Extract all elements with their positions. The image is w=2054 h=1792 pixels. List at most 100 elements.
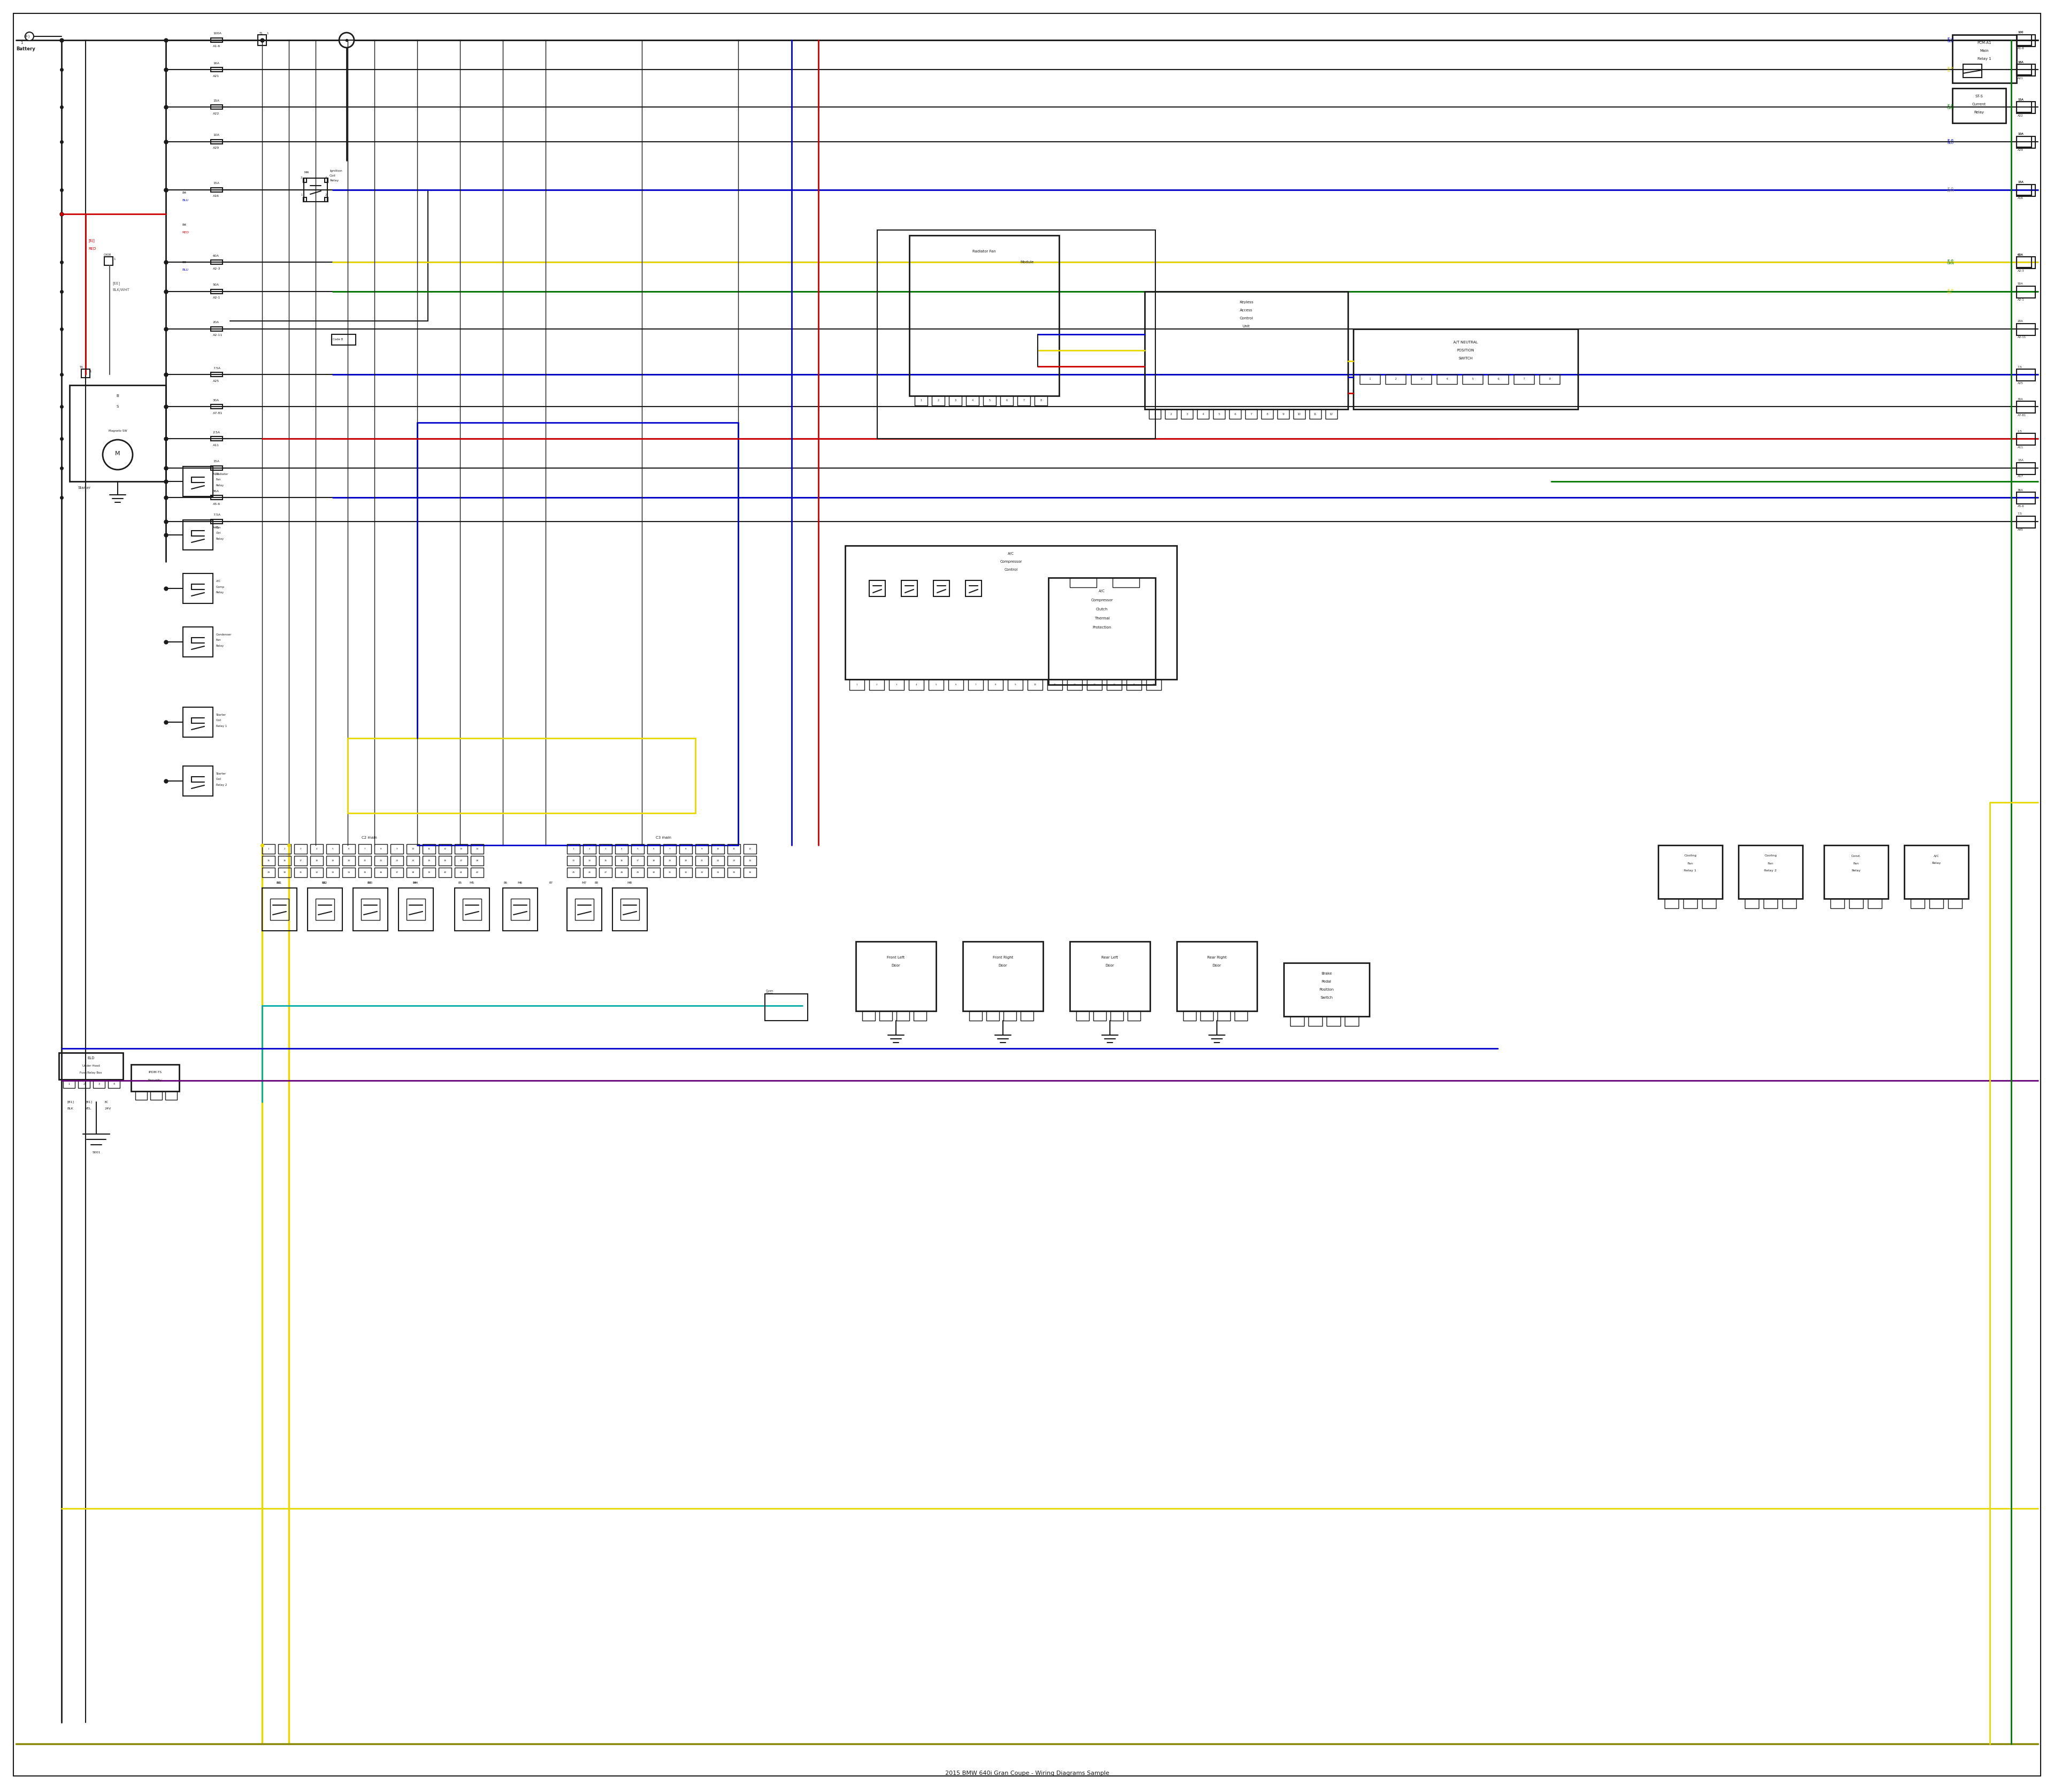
Bar <box>212 437 222 441</box>
Text: A1-6: A1-6 <box>2017 47 2025 50</box>
Text: Front Right: Front Right <box>992 955 1013 959</box>
Bar <box>1148 409 1161 419</box>
Bar <box>310 857 322 866</box>
Bar <box>1245 409 1257 419</box>
Text: 39: 39 <box>427 871 431 873</box>
Bar <box>727 844 739 853</box>
Text: Ctrl: Ctrl <box>216 532 222 534</box>
Bar <box>374 844 388 853</box>
Text: A2-3: A2-3 <box>2017 269 2025 272</box>
Bar <box>933 581 949 597</box>
Text: 16: 16 <box>620 860 622 862</box>
Text: Coil: Coil <box>216 719 222 722</box>
Text: Door: Door <box>891 964 900 968</box>
Bar <box>407 857 419 866</box>
Text: 14: 14 <box>1113 683 1115 686</box>
Bar <box>1354 330 1577 409</box>
Bar <box>183 466 214 496</box>
Bar <box>343 867 355 878</box>
Text: A11: A11 <box>2017 446 2023 448</box>
Text: 15A: 15A <box>214 183 220 185</box>
Bar <box>212 106 222 109</box>
Text: 22: 22 <box>717 860 719 862</box>
Text: 40: 40 <box>444 871 446 873</box>
Bar <box>647 867 659 878</box>
Text: Relay 1: Relay 1 <box>216 726 228 728</box>
Bar <box>614 844 629 853</box>
Text: Fan: Fan <box>1688 862 1692 866</box>
Bar <box>1411 375 1432 383</box>
Bar <box>1867 898 1881 909</box>
Text: 60A: 60A <box>2017 253 2023 256</box>
Bar <box>614 857 629 866</box>
Bar <box>2017 136 2036 149</box>
Bar <box>454 889 489 930</box>
Bar <box>949 396 961 405</box>
Text: 33: 33 <box>331 871 335 873</box>
Bar <box>327 867 339 878</box>
Text: A45: A45 <box>214 527 220 529</box>
Bar <box>711 867 725 878</box>
Text: Relay: Relay <box>1974 111 1984 115</box>
Text: BLK: BLK <box>68 1107 74 1109</box>
Bar <box>567 857 579 866</box>
Bar <box>1261 409 1273 419</box>
Text: 32: 32 <box>684 871 688 873</box>
Text: Radiator: Radiator <box>216 473 228 475</box>
Text: A/C: A/C <box>1933 855 1939 857</box>
Bar <box>583 867 596 878</box>
Bar <box>109 1079 119 1088</box>
Bar <box>259 34 267 45</box>
Text: 11: 11 <box>1315 412 1317 416</box>
Text: YEL: YEL <box>86 1107 92 1109</box>
Text: 100: 100 <box>2017 30 2023 34</box>
Text: 27: 27 <box>604 871 606 873</box>
Bar <box>1964 65 1982 77</box>
Text: 15A: 15A <box>2017 99 2023 100</box>
Text: 7.5A: 7.5A <box>214 514 220 516</box>
Bar <box>1904 846 1968 898</box>
Text: Rear Right: Rear Right <box>1208 955 1226 959</box>
Bar <box>1228 409 1241 419</box>
Text: Front Left: Front Left <box>887 955 906 959</box>
Text: 23: 23 <box>733 860 735 862</box>
Text: 37: 37 <box>396 871 398 873</box>
Bar <box>1048 679 1062 690</box>
Text: A2-11: A2-11 <box>214 333 222 337</box>
Bar <box>263 844 275 853</box>
Text: A5-6: A5-6 <box>2017 505 2025 507</box>
Text: Comp: Comp <box>216 586 224 588</box>
Bar <box>696 857 709 866</box>
Bar <box>511 898 530 919</box>
Text: Main: Main <box>1980 48 1988 52</box>
Text: (+): (+) <box>25 34 31 38</box>
Text: [EJ]: [EJ] <box>88 238 94 242</box>
Circle shape <box>103 439 134 470</box>
Text: M5: M5 <box>468 882 474 883</box>
Bar <box>454 844 468 853</box>
Text: C2 main: C2 main <box>362 837 376 839</box>
Text: A22: A22 <box>2017 115 2023 116</box>
Text: 25: 25 <box>571 871 575 873</box>
Text: Fan: Fan <box>1768 862 1773 866</box>
Text: 29: 29 <box>637 871 639 873</box>
Bar <box>914 396 928 405</box>
Bar <box>647 857 659 866</box>
Bar <box>1783 898 1795 909</box>
Text: C408: C408 <box>105 254 111 256</box>
Text: BLU: BLU <box>183 269 189 271</box>
Text: Under Hood: Under Hood <box>82 1064 101 1068</box>
Bar <box>325 197 329 202</box>
Bar <box>1144 292 1347 409</box>
Bar <box>600 844 612 853</box>
Text: 15: 15 <box>1132 683 1136 686</box>
Bar <box>212 373 222 376</box>
Bar <box>263 857 275 866</box>
Bar <box>2017 34 2036 47</box>
Bar <box>1278 409 1290 419</box>
Text: 16A: 16A <box>2017 61 2023 63</box>
Text: 42: 42 <box>477 871 479 873</box>
Bar <box>1953 34 2017 82</box>
Text: PCM-A1: PCM-A1 <box>1978 41 1992 45</box>
Bar <box>631 844 645 853</box>
